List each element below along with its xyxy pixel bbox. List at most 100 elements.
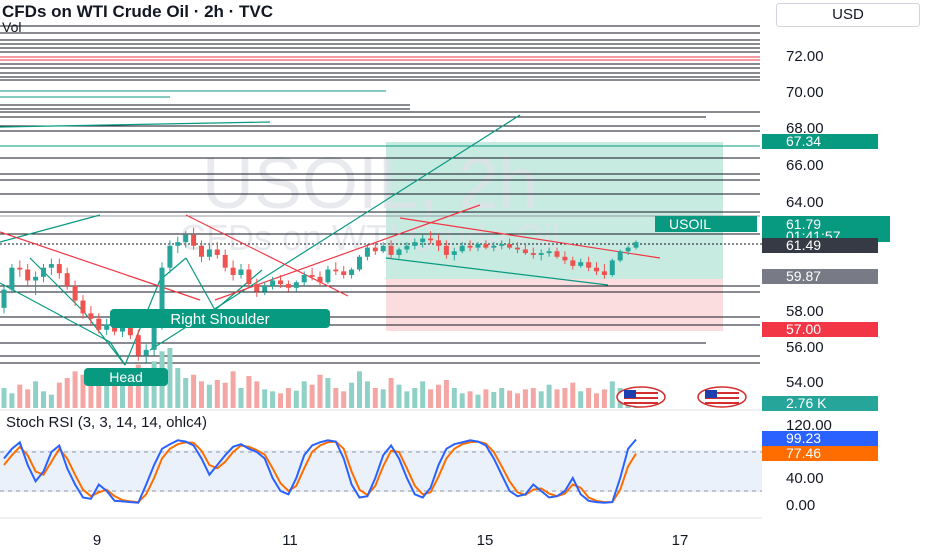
right-shoulder-label: Right Shoulder <box>170 311 269 328</box>
candle-body <box>262 285 268 292</box>
volume-bar <box>507 390 513 408</box>
volume-bar <box>436 384 441 408</box>
candle-body <box>183 234 189 243</box>
candle-body <box>309 275 315 277</box>
candle-body <box>96 318 102 330</box>
candle-body <box>570 260 576 266</box>
volume-bar <box>443 380 449 408</box>
candle-body <box>143 349 149 356</box>
volume-bar <box>17 384 23 408</box>
y-tick-label: 56.00 <box>786 339 824 356</box>
candle-body <box>396 249 402 255</box>
x-tick-label: 9 <box>93 532 101 549</box>
candle-body <box>80 300 86 314</box>
volume-bar <box>222 382 228 408</box>
head-label: Head <box>109 369 142 385</box>
last-price-text: 61.79 <box>786 216 821 232</box>
candle-body <box>175 242 181 246</box>
volume-bar <box>554 389 560 408</box>
volume-bar <box>420 381 426 408</box>
last-price-tag <box>762 216 890 242</box>
volume-bar <box>562 388 568 408</box>
right-shoulder-label-box <box>110 309 330 328</box>
stoch-k-line <box>3 438 637 504</box>
stoch-k-text: 99.23 <box>786 430 821 446</box>
volume-bar <box>64 378 70 408</box>
volume-bar <box>278 393 283 408</box>
volume-bar <box>33 381 39 408</box>
us-flag-icon <box>616 386 666 408</box>
pattern-line <box>385 257 609 286</box>
candle-body <box>420 238 426 243</box>
candle-body <box>538 253 544 255</box>
volume-bar <box>357 371 362 408</box>
candle-body <box>562 256 568 261</box>
y-tick-label: 72.00 <box>786 48 824 65</box>
candle-body <box>404 245 410 250</box>
candle-body <box>285 284 291 288</box>
candle-body <box>206 249 212 257</box>
volume-bar <box>112 378 118 408</box>
volume-bar <box>428 389 434 408</box>
volume-bar <box>214 380 220 408</box>
volume-bar <box>570 382 576 408</box>
pattern-line <box>399 217 661 259</box>
candle-body <box>617 251 623 261</box>
volume-bar <box>88 376 94 408</box>
volume-bar <box>349 382 355 408</box>
volume-bar <box>238 388 244 408</box>
level-5987-tag <box>762 269 878 284</box>
candle-body <box>238 269 244 275</box>
pattern-line <box>185 214 349 297</box>
candle-body <box>451 251 457 255</box>
candle-body <box>546 251 552 254</box>
candle-body <box>633 242 639 248</box>
volume-bar <box>578 391 584 408</box>
stoch-d-tag <box>762 446 878 461</box>
volume-bar <box>333 388 339 408</box>
candle-body <box>48 264 54 268</box>
candle-body <box>56 264 62 274</box>
pattern-line <box>185 257 216 311</box>
candle-body <box>578 262 584 266</box>
candle-body <box>254 284 260 292</box>
volume-bar <box>483 389 489 408</box>
candle-body <box>483 243 489 248</box>
watermark-description: CFDs on WTI Crude Oil <box>180 217 560 258</box>
volume-bar <box>246 376 252 408</box>
volume-bar <box>175 368 181 408</box>
candle-body <box>230 267 236 275</box>
volume-bar <box>262 389 268 408</box>
candle-body <box>357 256 362 270</box>
volume-bar <box>96 380 102 408</box>
volume-bar <box>127 373 133 408</box>
y-tick-label: 64.00 <box>786 194 824 211</box>
volume-bar <box>293 390 299 408</box>
candle-body <box>301 275 307 283</box>
candle-body <box>88 313 94 319</box>
candle-body <box>151 324 157 350</box>
volume-tag <box>762 396 878 411</box>
volume-bar <box>475 394 481 408</box>
volume-bar <box>48 394 54 408</box>
volume-bar <box>412 388 418 408</box>
volume-bar <box>459 393 465 408</box>
y-tick-label: 68.00 <box>786 120 824 137</box>
candle-body <box>317 276 323 283</box>
pattern-line <box>0 282 111 343</box>
volume-bar <box>594 393 599 408</box>
volume-bar <box>56 382 62 408</box>
y-tick-label: 70.00 <box>786 84 824 101</box>
candle-body <box>270 280 276 286</box>
candle-body <box>333 269 339 272</box>
volume-bar <box>72 371 78 408</box>
volume-bar <box>609 381 615 408</box>
candle-body <box>609 260 615 275</box>
target-price-text: 67.34 <box>786 133 821 149</box>
currency-selector[interactable]: USD <box>776 3 920 27</box>
volume-bar <box>80 374 86 408</box>
candle-body <box>72 285 78 301</box>
candle-body <box>341 271 347 275</box>
volume-bar <box>41 391 46 408</box>
candle-body <box>278 280 283 285</box>
